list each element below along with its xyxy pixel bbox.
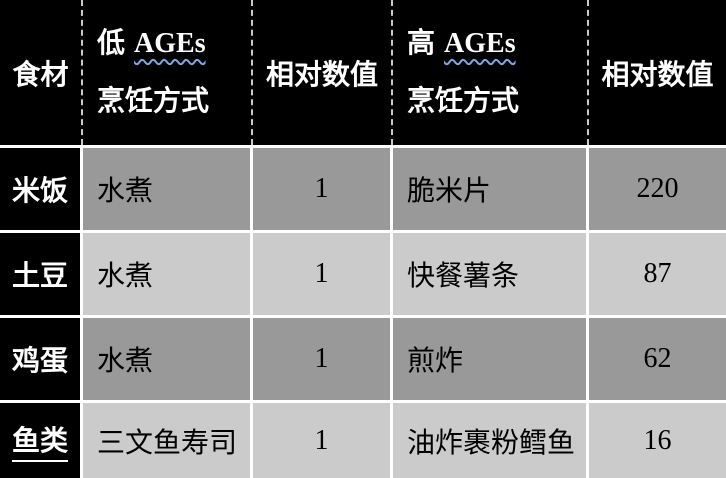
header-high-ages-label: AGEs — [444, 27, 516, 59]
food-cell: 鸡蛋 — [0, 315, 83, 400]
food-cell: 鱼类 — [0, 400, 83, 478]
high-method-label: 煎炸 — [407, 346, 464, 377]
high-value-cell: 16 — [589, 400, 726, 478]
header-food-label: 食材 — [12, 59, 69, 91]
high-value-label: 220 — [636, 173, 679, 204]
high-method-cell: 煎炸 — [393, 315, 589, 400]
high-value-cell: 87 — [589, 230, 726, 315]
high-value-label: 87 — [643, 258, 672, 289]
low-value-label: 1 — [314, 424, 329, 456]
low-method-label: 水煮 — [97, 261, 154, 292]
header-food: 食材 — [0, 0, 83, 145]
header-high-method-label: 烹饪方式 — [407, 85, 520, 117]
low-method-cell: 三文鱼寿司 — [83, 400, 253, 478]
high-method-cell: 快餐薯条 — [393, 230, 589, 315]
food-label: 鸡蛋 — [11, 346, 68, 377]
header-low-ages-line: 低 AGEs — [97, 15, 206, 73]
header-high-prefix: 高 — [407, 27, 436, 59]
food-label: 米饭 — [11, 176, 68, 207]
high-value-cell: 220 — [589, 145, 726, 230]
low-method-label: 水煮 — [97, 176, 154, 207]
low-value-cell: 1 — [253, 230, 393, 315]
low-value-cell: 1 — [253, 315, 393, 400]
high-method-label: 快餐薯条 — [407, 261, 520, 292]
low-value-cell: 1 — [253, 145, 393, 230]
header-low-ages-label: AGEs — [134, 27, 206, 59]
header-low-value: 相对数值 — [253, 0, 393, 145]
header-high-value: 相对数值 — [589, 0, 726, 145]
high-method-label: 脆米片 — [407, 176, 492, 207]
food-cell: 土豆 — [0, 230, 83, 315]
high-method-cell: 脆米片 — [393, 145, 589, 230]
low-value-label: 1 — [314, 173, 329, 204]
header-high-ages-method: 高 AGEs 烹饪方式 — [393, 0, 589, 145]
low-method-cell: 水煮 — [83, 230, 253, 315]
header-high-ages-line: 高 AGEs — [407, 15, 516, 73]
header-low-value-label: 相对数值 — [265, 59, 378, 91]
low-value-cell: 1 — [253, 400, 393, 478]
header-high-value-label: 相对数值 — [601, 59, 714, 91]
header-low-prefix: 低 — [97, 27, 126, 59]
food-label: 鱼类 — [11, 419, 68, 462]
low-value-label: 1 — [314, 258, 329, 289]
header-low-ages-method: 低 AGEs 烹饪方式 — [83, 0, 253, 145]
food-label: 土豆 — [11, 261, 68, 292]
food-cell: 米饭 — [0, 145, 83, 230]
low-value-label: 1 — [314, 343, 329, 374]
high-method-label: 油炸裹粉鳕鱼 — [407, 427, 576, 459]
low-method-label: 水煮 — [97, 346, 154, 377]
header-low-method-label: 烹饪方式 — [97, 85, 210, 117]
high-value-label: 62 — [643, 343, 672, 374]
low-method-cell: 水煮 — [83, 145, 253, 230]
low-method-label: 三文鱼寿司 — [97, 427, 238, 459]
low-method-cell: 水煮 — [83, 315, 253, 400]
high-value-label: 16 — [643, 424, 672, 456]
high-method-cell: 油炸裹粉鳕鱼 — [393, 400, 589, 478]
high-value-cell: 62 — [589, 315, 726, 400]
